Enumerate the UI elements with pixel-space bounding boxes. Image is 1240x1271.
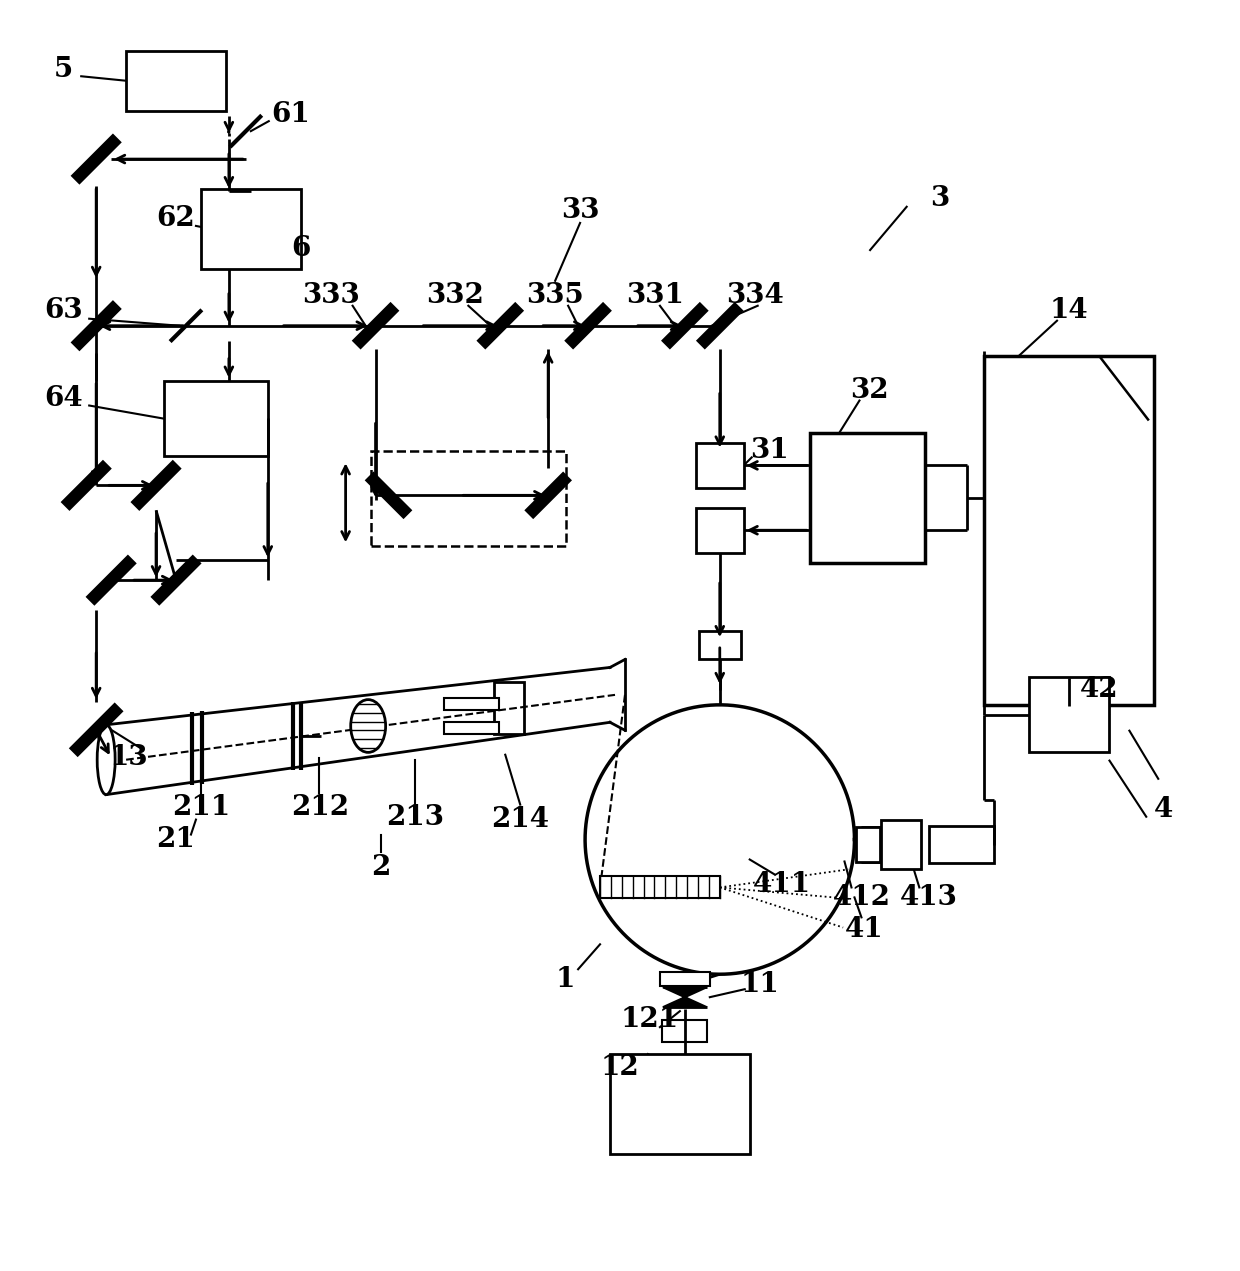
Text: 12: 12 (600, 1054, 640, 1080)
Text: 6: 6 (291, 235, 310, 262)
Bar (444, 722, 498, 733)
Text: 33: 33 (560, 197, 599, 225)
Text: 21: 21 (156, 826, 196, 853)
Text: 32: 32 (851, 377, 889, 404)
Text: 14: 14 (1050, 297, 1089, 324)
Text: 13: 13 (110, 745, 149, 771)
Bar (600, 877, 719, 899)
Text: 335: 335 (526, 282, 584, 309)
Bar (1029, 677, 1109, 752)
Bar (201, 189, 301, 269)
Bar (444, 698, 498, 709)
Text: 211: 211 (172, 794, 229, 821)
Text: 331: 331 (626, 282, 683, 309)
Text: 212: 212 (291, 794, 350, 821)
Text: 334: 334 (725, 282, 784, 309)
Polygon shape (663, 988, 707, 1007)
Bar (810, 433, 925, 563)
Bar (610, 1054, 750, 1154)
Text: 2: 2 (371, 854, 391, 881)
Bar (662, 1021, 707, 1042)
Text: 64: 64 (43, 385, 83, 412)
Bar (857, 827, 880, 862)
Bar (882, 820, 921, 869)
Ellipse shape (351, 699, 386, 752)
Text: 213: 213 (387, 805, 444, 831)
Text: 412: 412 (832, 883, 890, 911)
Bar (371, 451, 567, 545)
Text: 3: 3 (930, 186, 949, 212)
Text: 332: 332 (427, 282, 485, 309)
Text: 5: 5 (53, 56, 73, 83)
Text: 61: 61 (272, 100, 310, 127)
Bar (929, 826, 993, 863)
Text: 333: 333 (301, 282, 360, 309)
Text: 4: 4 (1154, 796, 1173, 824)
Ellipse shape (97, 724, 115, 794)
Text: 214: 214 (491, 806, 549, 833)
Text: 11: 11 (740, 971, 779, 998)
Text: 31: 31 (750, 437, 789, 464)
Bar (126, 51, 226, 111)
Bar (699, 630, 740, 658)
Bar (696, 442, 744, 488)
Text: 42: 42 (1080, 676, 1118, 703)
Text: 121: 121 (621, 1005, 680, 1032)
Text: 63: 63 (43, 297, 83, 324)
Text: 411: 411 (753, 871, 811, 897)
Bar (660, 972, 709, 986)
Text: 1: 1 (556, 966, 575, 993)
Text: 62: 62 (156, 206, 196, 233)
Bar (696, 508, 744, 553)
Bar (164, 381, 268, 456)
Text: 413: 413 (900, 883, 959, 911)
Bar (985, 356, 1153, 705)
Bar (495, 681, 525, 733)
Text: 41: 41 (846, 916, 884, 943)
